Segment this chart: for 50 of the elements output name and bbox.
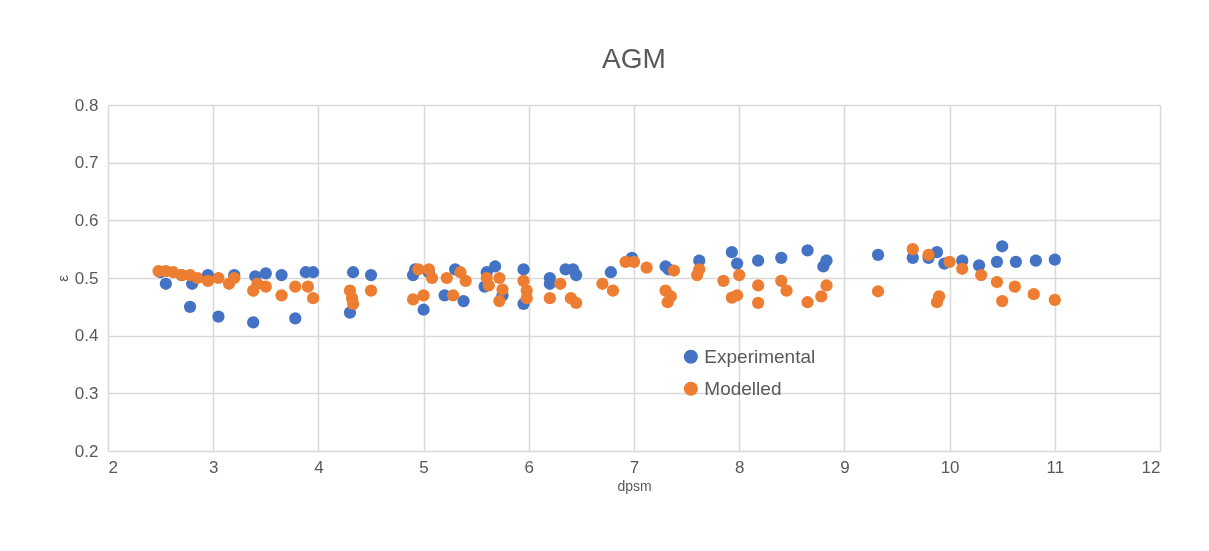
y-tick-label: 0.7	[74, 153, 99, 173]
point	[570, 269, 583, 282]
y-tick-label: 0.5	[74, 268, 99, 288]
legend-label: Experimental	[704, 345, 816, 367]
point	[801, 244, 814, 257]
point	[996, 240, 1009, 253]
x-tick-label: 8	[734, 457, 745, 477]
x-tick-label: 9	[840, 457, 850, 477]
x-tick-label: 3	[208, 457, 219, 477]
point	[247, 316, 260, 329]
x-axis-title: dpsm	[617, 477, 652, 494]
x-tick-label: 12	[1141, 457, 1161, 477]
y-tick-label: 0.2	[74, 441, 99, 461]
point	[489, 260, 502, 273]
point	[604, 266, 617, 279]
point	[275, 269, 288, 282]
point	[364, 269, 378, 282]
y-tick-label: 0.6	[74, 210, 99, 230]
x-tick-label: 2	[108, 457, 118, 477]
point	[1029, 254, 1042, 267]
y-tick-label: 0.3	[74, 383, 99, 403]
x-tick-label: 10	[940, 457, 960, 477]
point	[990, 255, 1004, 268]
point	[159, 277, 172, 290]
legend-label: Modelled	[704, 377, 782, 399]
x-tick-label: 7	[629, 457, 640, 477]
point	[417, 303, 430, 316]
point	[725, 245, 738, 259]
x-tick-label: 4	[314, 457, 324, 477]
point	[517, 263, 530, 276]
y-tick-label: 0.4	[74, 326, 99, 346]
point	[1009, 255, 1022, 268]
x-tick-label: 5	[419, 457, 429, 477]
point	[752, 254, 765, 267]
point	[1048, 253, 1061, 266]
point	[820, 254, 833, 267]
point	[259, 267, 272, 280]
point	[457, 294, 470, 308]
point	[212, 310, 225, 323]
x-tick-label: 11	[1046, 457, 1065, 477]
point	[871, 248, 885, 262]
point	[775, 251, 788, 264]
y-tick-label: 0.8	[74, 95, 99, 115]
chart-title: AGM	[602, 43, 666, 74]
y-axis-title: ε	[53, 274, 71, 282]
point	[183, 300, 197, 313]
point	[730, 257, 744, 270]
point	[346, 266, 360, 279]
x-tick-label: 6	[524, 457, 535, 477]
point	[289, 312, 302, 325]
